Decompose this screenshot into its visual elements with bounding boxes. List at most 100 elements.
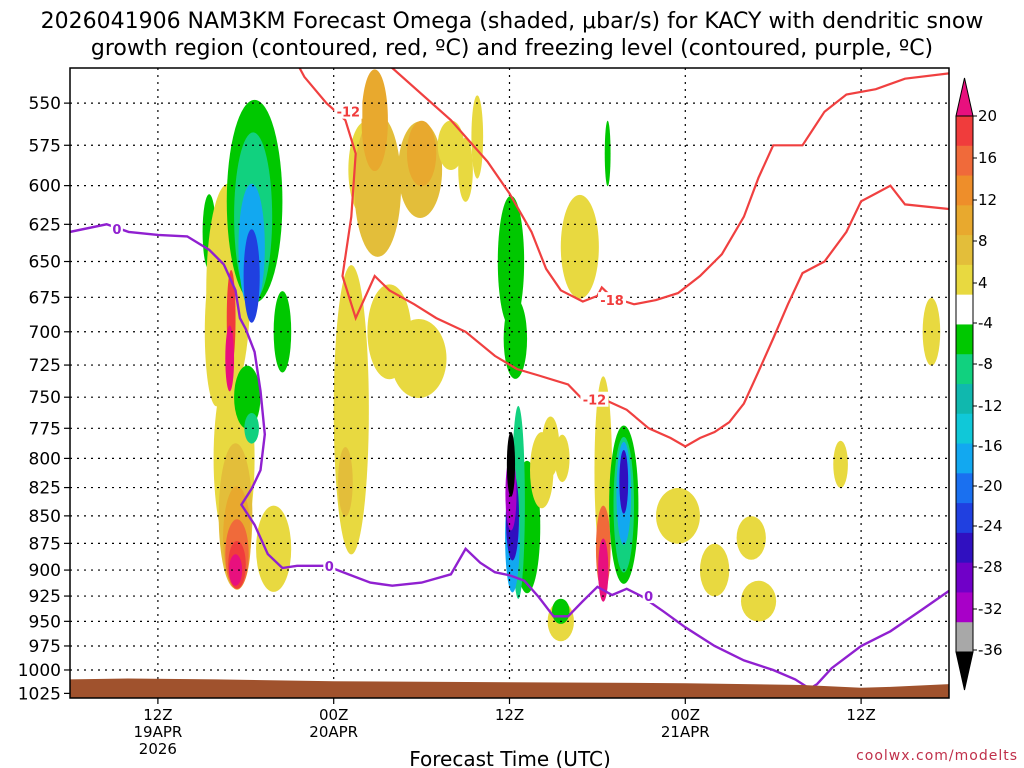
y-tick-label-950: 950 (29, 612, 61, 632)
y-tick-label-1025: 1025 (18, 684, 61, 704)
omega-blob-51 (619, 449, 629, 514)
x-tick-label-12-2: 2026 (139, 740, 177, 758)
x-axis-label: Forecast Time (UTC) (409, 747, 611, 768)
x-tick-label-12-0: 12Z (143, 706, 172, 724)
omega-blob-20 (338, 447, 353, 517)
plot-area: -12 -18 -12 0 0 0 (70, 68, 949, 698)
colorbar-bin-12 (956, 443, 973, 474)
y-tick-label-975: 975 (29, 637, 61, 657)
omega-blob-32 (497, 195, 525, 328)
colorbar-label-5: -4 (978, 314, 993, 332)
chart-title-line-1: 2026041906 NAM3KM Forecast Omega (shaded… (41, 9, 984, 34)
x-tick-label-48-1: 21APR (661, 723, 710, 741)
colorbar-bin-16 (956, 562, 973, 593)
colorbar-bin-9 (956, 354, 973, 385)
colorbar-label-2: 12 (978, 191, 997, 209)
colorbar-bin-8 (956, 324, 973, 355)
omega-blob-27 (406, 120, 437, 187)
colorbar-bin-6 (956, 264, 973, 296)
colorbar-label-9: -20 (978, 477, 1003, 495)
omega-blob-41 (541, 416, 560, 477)
colorbar: 20 16 12 8 4 -4 -8 -12 -16 -20 -24 -28 -32 -36 (955, 77, 1003, 691)
omega-shading (202, 69, 941, 642)
x-tick-label-48-0: 00Z (671, 706, 700, 724)
freezing-level-contour (70, 223, 949, 691)
terrain-fill (70, 678, 949, 698)
colorbar-label-1: 16 (978, 149, 997, 167)
colorbar-label-7: -12 (978, 397, 1003, 415)
omega-blob-25 (390, 318, 447, 399)
colorbar-bin-1 (956, 116, 973, 147)
colorbar-bin-18 (956, 622, 973, 653)
x-tick-label-24-0: 00Z (319, 706, 348, 724)
omega-blob-39 (506, 431, 516, 497)
y-tick-label-900: 900 (29, 561, 61, 581)
y-tick-label-825: 825 (29, 479, 61, 499)
omega-blob-55 (736, 516, 766, 560)
colorbar-bin-13 (956, 473, 973, 504)
y-tick-label-600: 600 (29, 177, 61, 197)
omega-blob-19 (333, 265, 369, 555)
contour-label-bg-4 (323, 557, 336, 573)
colorbar-label-0: 20 (978, 107, 997, 125)
contour-labels: -12 -18 -12 0 0 0 (110, 103, 655, 605)
contour-label-4: 0 (325, 560, 334, 575)
y-tick-label-575: 575 (29, 136, 61, 156)
omega-blob-30 (471, 95, 484, 179)
y-tick-label-925: 925 (29, 587, 61, 607)
colorbar-bin-7 (956, 294, 973, 325)
omega-blob-29 (458, 137, 473, 202)
omega-blob-8 (228, 554, 243, 586)
contour-label-3: 0 (112, 223, 121, 238)
contour-lines (70, 68, 949, 691)
contour-label-2: -12 (583, 394, 607, 409)
contour-label-0: -12 (337, 106, 361, 121)
colorbar-label-10: -24 (978, 517, 1003, 535)
colorbar-label-3: 8 (978, 232, 988, 250)
colorbar-label-4: 4 (978, 274, 988, 292)
omega-blob-16 (244, 412, 259, 444)
contour-label-bg-3 (110, 220, 123, 236)
omega-blob-23 (361, 69, 388, 172)
omega-blob-44 (551, 598, 570, 624)
y-tick-label-700: 700 (29, 323, 61, 343)
y-axis: 550 575 600 625 650 675 700 725 750 775 800 825 850 8… (18, 94, 70, 704)
contour-label-bg-5 (642, 588, 655, 604)
colorbar-label-6: -8 (978, 355, 993, 373)
omega-blob-56 (740, 580, 777, 622)
colorbar-bin-11 (956, 413, 973, 445)
grid-lines (70, 68, 949, 698)
y-tick-label-675: 675 (29, 288, 61, 308)
contour-label-bg-2 (580, 391, 609, 407)
y-tick-label-850: 850 (29, 507, 61, 527)
y-tick-label-650: 650 (29, 253, 61, 273)
y-tick-label-625: 625 (29, 215, 61, 235)
colorbar-label-12: -32 (978, 600, 1003, 618)
contour-label-1: -18 (600, 294, 624, 309)
colorbar-bottom-arrow (955, 651, 974, 691)
colorbar-bin-2 (956, 145, 973, 177)
omega-blob-33 (503, 298, 528, 379)
colorbar-top-arrow (955, 77, 974, 117)
y-tick-label-750: 750 (29, 388, 61, 408)
omega-blob-17 (273, 291, 292, 373)
colorbar-bin-14 (956, 503, 973, 534)
x-tick-label-60-0: 12Z (846, 706, 875, 724)
contour-label-bg-1 (598, 292, 627, 308)
colorbar-bin-10 (956, 384, 973, 415)
y-tick-label-775: 775 (29, 419, 61, 439)
colorbar-label-8: -16 (978, 437, 1003, 455)
y-tick-label-1000: 1000 (18, 661, 61, 681)
credit-text: coolwx.com/modelts (856, 748, 1018, 764)
y-tick-label-550: 550 (29, 94, 61, 114)
colorbar-bin-4 (956, 205, 973, 236)
y-tick-label-800: 800 (29, 449, 61, 469)
omega-blob-42 (554, 434, 570, 483)
contour-label-5: 0 (644, 590, 653, 605)
contour-label-bg-0 (334, 103, 363, 119)
omega-blob-31 (560, 194, 599, 299)
omega-blob-18 (256, 505, 292, 592)
colorbar-bin-15 (956, 532, 973, 564)
x-tick-label-36-0: 12Z (495, 706, 524, 724)
